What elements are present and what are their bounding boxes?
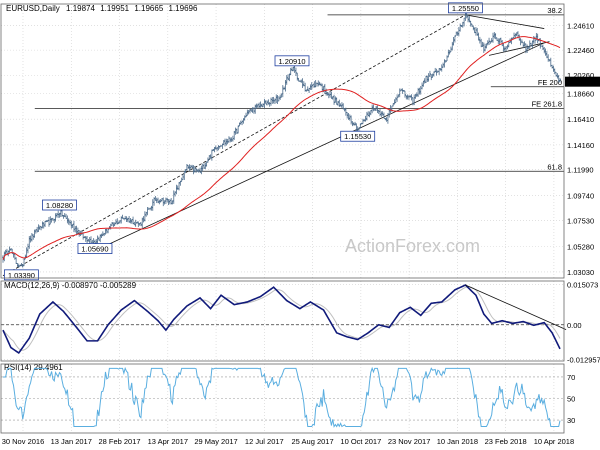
rsi-line <box>3 366 561 428</box>
price-annotation-label: 1.20910 <box>278 57 305 66</box>
price-annotation-label: 1.03390 <box>8 271 35 280</box>
fib-level-label: FE 261.8 <box>532 99 562 108</box>
price-annotation-box <box>274 55 310 67</box>
price-tick-label: 1.18660 <box>567 90 594 99</box>
price-tick-label: 1.11990 <box>567 166 594 175</box>
macd-tick-label: 0.015073 <box>567 280 598 289</box>
x-tick-label: 12 Jul 2017 <box>245 437 284 446</box>
macd-panel <box>1 284 567 355</box>
x-tick-label: 30 Nov 2016 <box>2 437 45 446</box>
channel-upper-line <box>2 14 466 277</box>
x-tick-label: 23 Feb 2018 <box>485 437 527 446</box>
price-tick-label: 1.24610 <box>567 22 594 31</box>
macd-line <box>2 284 561 355</box>
rsi-tick-label: 50 <box>567 395 575 404</box>
rsi-panel <box>3 366 561 428</box>
price-tick-label: 1.07530 <box>567 217 594 226</box>
ohlc-close: 1.19696 <box>169 4 198 13</box>
price-annotation-label: 1.08280 <box>46 201 73 210</box>
price-tick-label: 1.22460 <box>567 46 594 55</box>
symbol-title: EURUSD,Daily <box>6 4 60 13</box>
ohlc-high: 1.19951 <box>100 4 129 13</box>
price-tick-label: 1.05280 <box>567 242 594 251</box>
price-tick-label: 1.20260 <box>567 71 594 80</box>
price-tick-label: 1.14160 <box>567 141 594 150</box>
macd-panel-title: MACD(12,26,9) -0.008970 -0.005289 <box>4 281 137 290</box>
axis-labels: 30 Nov 2016 13 Jan 2017 28 Feb 2017 13 Apr … <box>2 22 600 446</box>
price-tick-label: 1.09740 <box>567 191 594 200</box>
x-tick-label: 10 Apr 2018 <box>534 437 574 446</box>
wedge-lower-line <box>488 41 550 56</box>
price-annotation-box <box>448 2 483 14</box>
x-tick-label: 23 Nov 2017 <box>388 437 431 446</box>
price-annotation-label: 1.05690 <box>81 245 108 254</box>
macd-trendline <box>465 284 567 330</box>
price-tick-label: 1.03030 <box>567 268 594 277</box>
price-annotation-label: 1.15530 <box>344 132 371 141</box>
last-price-badge <box>565 76 600 87</box>
macd-tick-label: -0.012957 <box>567 356 600 365</box>
support-trendline <box>94 42 545 251</box>
price-annotation-box <box>3 269 39 281</box>
price-annotation-box <box>77 243 113 254</box>
moving-average-line <box>2 36 561 260</box>
x-tick-label: 25 Aug 2017 <box>292 437 334 446</box>
price-annotation-box <box>340 130 376 142</box>
rsi-panel-frame <box>0 363 565 434</box>
rsi-panel-title: RSI(14) 29.4961 <box>4 363 63 372</box>
x-tick-label: 28 Feb 2017 <box>98 437 140 446</box>
price-tick-label: 1.16410 <box>567 115 594 124</box>
grid-lines <box>1 4 564 433</box>
price-annotation-label: 1.25550 <box>452 4 479 13</box>
x-tick-label: 10 Jan 2018 <box>437 437 478 446</box>
x-tick-label: 13 Apr 2017 <box>148 437 188 446</box>
ohlc-open: 1.19874 <box>66 4 95 13</box>
price-annotation-box <box>42 199 77 211</box>
ohlc-low: 1.19665 <box>134 4 163 13</box>
last-price-label: 1.19696 <box>567 78 594 87</box>
x-tick-label: 29 May 2017 <box>194 437 237 446</box>
price-panel: 38.2 FE 200 FE 261.8 61.8 1.25550 1.20910 1.15… <box>2 2 564 281</box>
rsi-tick-label: 30 <box>567 416 575 425</box>
fib-level-label: FE 200 <box>538 78 562 87</box>
x-tick-label: 10 Oct 2017 <box>340 437 381 446</box>
main-panel-title: EURUSD,Daily 1.19874 1.19951 1.19665 1.1… <box>6 4 198 13</box>
fib-level-label: 38.2 <box>547 6 562 15</box>
x-tick-label: 13 Jan 2017 <box>51 437 92 446</box>
wedge-upper-line <box>465 14 545 29</box>
macd-tick-label: 0.00 <box>567 321 582 330</box>
macd-panel-frame <box>0 280 565 362</box>
price-panel-frame <box>0 3 565 279</box>
rsi-tick-label: 70 <box>567 373 575 382</box>
fib-level-label: 61.8 <box>547 162 562 171</box>
